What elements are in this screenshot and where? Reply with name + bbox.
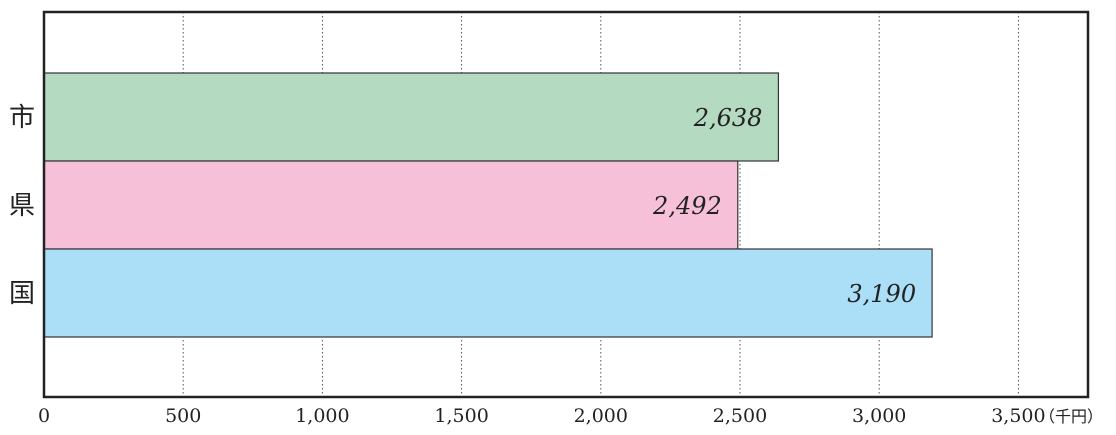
x-tick-label: 0 — [38, 405, 50, 427]
x-tick-label: 2,500 — [713, 405, 767, 427]
bar-layer — [43, 72, 933, 338]
bar — [43, 72, 780, 162]
x-tick-label: 1,000 — [295, 405, 349, 427]
plot-frame — [42, 10, 1090, 399]
category-label: 市 — [9, 103, 35, 133]
bar-value-label: 3,190 — [847, 280, 916, 308]
category-label: 県 — [9, 191, 35, 221]
category-label: 国 — [9, 279, 35, 309]
label-layer: 0 500 1,000 1,500 2,000 2,500 3,000 3,500 2,638 市… — [9, 103, 1046, 427]
bar — [43, 248, 933, 338]
x-tick-label: 500 — [165, 405, 201, 427]
x-tick-label: 3,000 — [852, 405, 906, 427]
bar-value-label: 2,492 — [652, 192, 722, 220]
bar — [43, 160, 739, 250]
x-tick-label: 1,500 — [434, 405, 488, 427]
x-tick-label: 3,500 — [991, 405, 1045, 427]
x-axis-unit-label: （千円） — [1039, 407, 1103, 426]
x-tick-label: 2,000 — [574, 405, 628, 427]
bar-value-label: 2,638 — [693, 104, 763, 132]
